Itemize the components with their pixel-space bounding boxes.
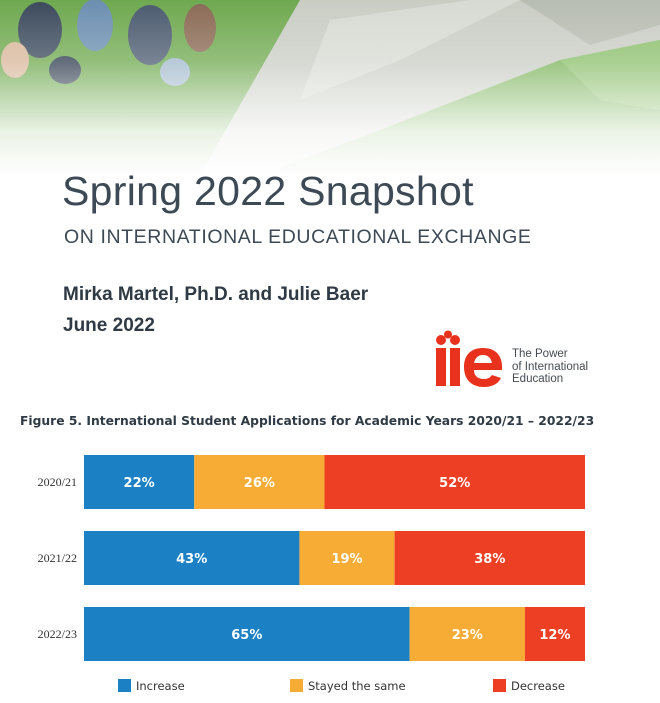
data-label: 43% (176, 552, 207, 567)
bar-segment (409, 607, 525, 661)
category-label: 2021/22 (38, 551, 77, 565)
legend-swatch (493, 679, 506, 692)
legend-label: Decrease (511, 679, 565, 693)
bar-segment (84, 455, 195, 509)
bar-segment (299, 531, 395, 585)
legend-swatch (118, 679, 131, 692)
iie-logo: The Power of International Education (432, 330, 622, 392)
data-label: 65% (231, 628, 262, 643)
logo-tagline-line: of International (512, 360, 589, 373)
stacked-bar-chart: 2020/21 22% 26% 52% 2021/22 43% 19% 38% 2022/23 6… (38, 455, 585, 693)
data-label: 38% (474, 552, 505, 567)
bar-segment (84, 607, 410, 661)
data-label: 22% (124, 476, 155, 491)
logo-tagline-line: Education (512, 373, 564, 385)
data-label: 52% (439, 476, 470, 491)
legend-swatch (290, 679, 303, 692)
bar-segment (394, 531, 585, 585)
legend-label: Increase (136, 679, 185, 693)
data-label: 12% (539, 628, 570, 643)
bar-segment (194, 455, 325, 509)
data-label: 19% (331, 552, 362, 567)
bar-segment (524, 607, 585, 661)
report-subtitle: ON INTERNATIONAL EDUCATIONAL EXCHANGE (64, 226, 532, 248)
bar-segment (84, 531, 300, 585)
report-date: June 2022 (63, 315, 155, 336)
category-label: 2020/21 (38, 475, 77, 489)
iie-logo-mark (436, 330, 503, 387)
bar-segment (324, 455, 585, 509)
data-label: 26% (244, 476, 275, 491)
header-photo (0, 0, 660, 175)
legend-label: Stayed the same (308, 679, 406, 693)
category-label: 2022/23 (38, 627, 77, 641)
data-label: 23% (452, 628, 483, 643)
logo-tagline-line: The Power (512, 348, 568, 360)
report-title: Spring 2022 Snapshot (62, 168, 474, 214)
figure-title: Figure 5. International Student Applicat… (20, 414, 595, 428)
logo-tagline: The Power of International Education (512, 348, 622, 386)
report-authors: Mirka Martel, Ph.D. and Julie Baer (63, 284, 369, 305)
